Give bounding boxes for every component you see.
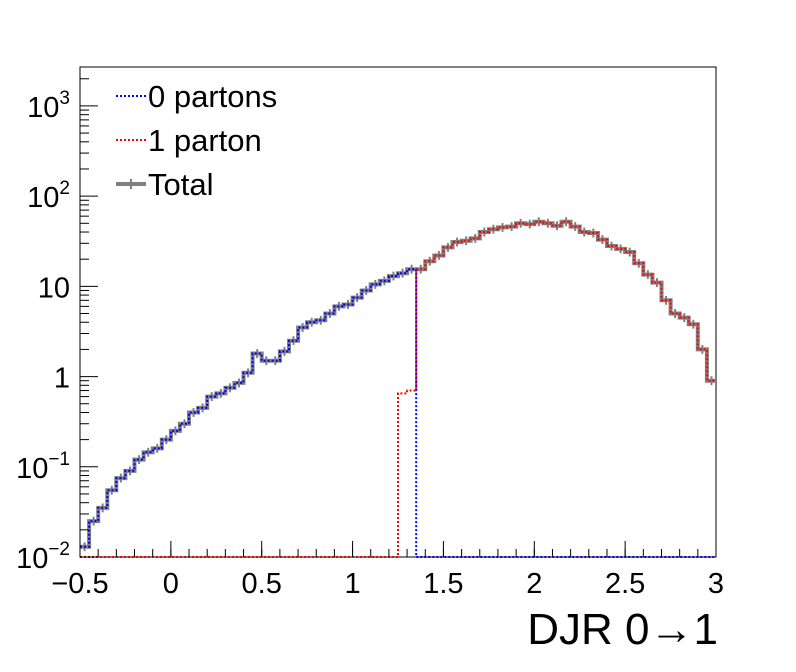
x-axis-title: DJR 0→1 <box>527 605 718 654</box>
legend-label: 1 parton <box>148 123 262 158</box>
x-tick-label: 1 <box>345 568 361 600</box>
legend-label: 0 partons <box>148 79 277 114</box>
y-tick-label: 10−2 <box>16 539 70 575</box>
x-tick-label: 0 <box>163 568 179 600</box>
x-tick-label: 1.5 <box>423 568 463 600</box>
x-tick-label: 2 <box>526 568 542 600</box>
y-tick-label: 102 <box>27 178 70 214</box>
x-tick-label: −0.5 <box>51 568 108 600</box>
legend-label: Total <box>148 167 213 202</box>
series-line-0-partons <box>80 268 716 558</box>
x-tick-label: 3 <box>708 568 724 600</box>
y-tick-label: 103 <box>27 88 70 124</box>
y-tick-label: 1 <box>54 363 70 395</box>
y-tick-label: 10 <box>38 272 70 304</box>
y-tick-label: 10−1 <box>16 449 70 485</box>
x-tick-label: 0.5 <box>242 568 282 600</box>
x-tick-label: 2.5 <box>605 568 645 600</box>
series-line-1-parton <box>80 220 716 558</box>
